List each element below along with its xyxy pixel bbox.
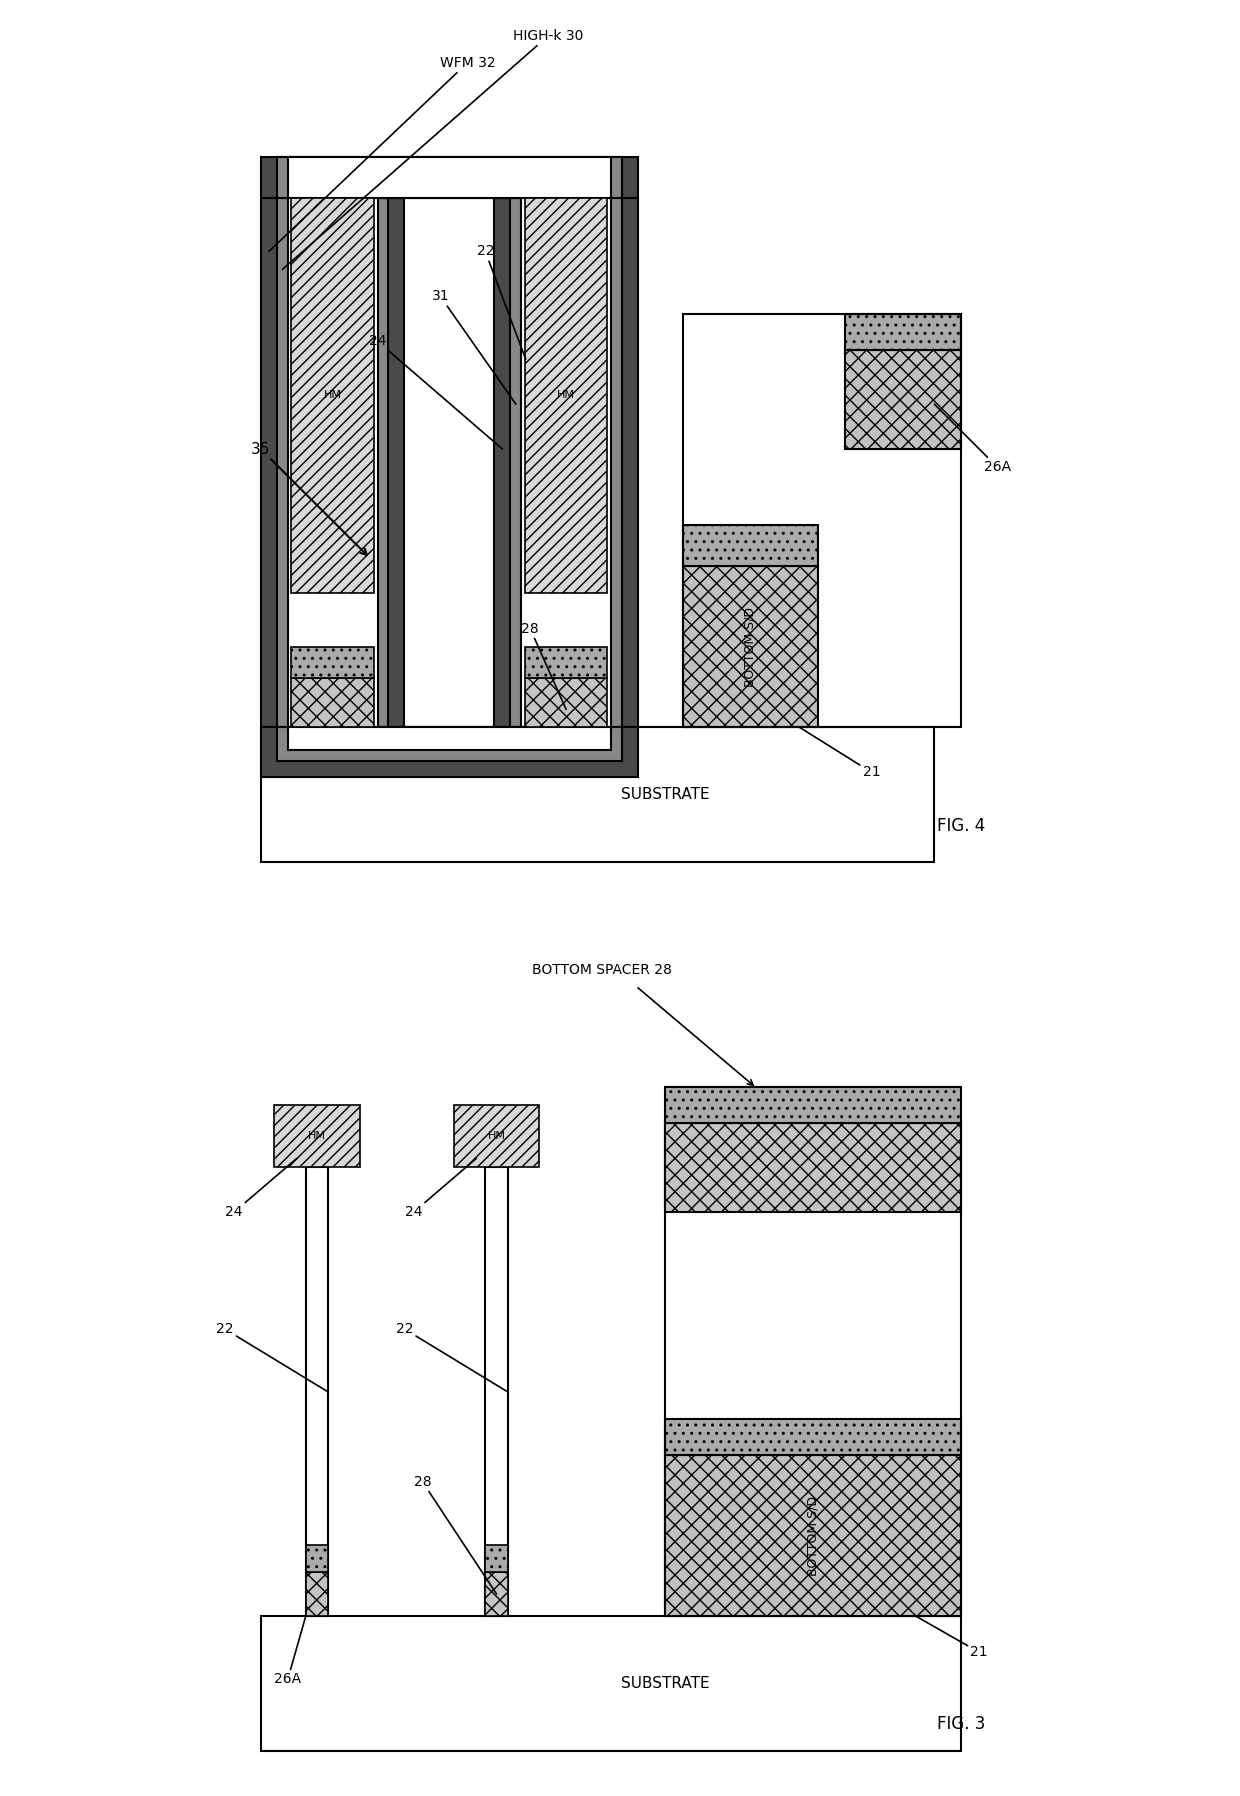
Bar [454, 1105, 539, 1167]
Text: BOTTOM S/D: BOTTOM S/D [744, 607, 756, 686]
Text: BOTTOM SPACER 28: BOTTOM SPACER 28 [532, 963, 672, 977]
Bar [288, 198, 377, 727]
Bar [485, 1167, 507, 1616]
Text: HIGH-k 30: HIGH-k 30 [283, 29, 583, 269]
Bar [525, 679, 608, 727]
Bar [260, 727, 637, 776]
Text: 21: 21 [800, 727, 880, 779]
Bar [291, 198, 374, 593]
Text: 24: 24 [226, 1158, 296, 1219]
Text: 22: 22 [476, 244, 526, 359]
Bar [844, 350, 961, 449]
Bar [665, 1087, 961, 1122]
Text: SUBSTRATE: SUBSTRATE [620, 787, 709, 803]
Text: BOTTOM S/D: BOTTOM S/D [806, 1496, 820, 1575]
Bar [260, 156, 637, 198]
Bar [277, 198, 388, 727]
Text: HM: HM [557, 390, 575, 401]
Text: 35: 35 [252, 442, 367, 555]
Bar [288, 727, 611, 751]
Bar [274, 1105, 360, 1167]
Bar [260, 1616, 961, 1751]
Bar [306, 1572, 329, 1616]
Bar [665, 1455, 961, 1616]
Text: SUBSTRATE: SUBSTRATE [620, 1676, 709, 1692]
Text: 24: 24 [404, 1158, 476, 1219]
Bar [665, 1122, 961, 1212]
Text: FIG. 3: FIG. 3 [937, 1715, 986, 1733]
Bar [288, 156, 611, 198]
Text: 31: 31 [432, 289, 516, 404]
Text: 22: 22 [396, 1322, 507, 1392]
Text: 21: 21 [916, 1616, 988, 1660]
Text: HM: HM [487, 1131, 506, 1140]
Bar [277, 727, 621, 762]
Bar [665, 1122, 961, 1616]
Bar [291, 647, 374, 679]
Bar [665, 1419, 961, 1455]
Bar [260, 198, 404, 727]
Bar [521, 198, 611, 727]
Text: 26A: 26A [934, 404, 1011, 474]
Bar [683, 524, 817, 566]
Text: FIG. 4: FIG. 4 [937, 817, 986, 835]
Text: 22: 22 [216, 1322, 329, 1392]
Bar [511, 198, 621, 727]
Bar [683, 314, 961, 727]
Bar [485, 1572, 507, 1616]
Bar [260, 727, 934, 862]
Text: 28: 28 [521, 621, 567, 709]
Text: 28: 28 [414, 1475, 496, 1595]
Text: WFM 32: WFM 32 [269, 56, 495, 251]
Text: HM: HM [308, 1131, 326, 1140]
Bar [277, 156, 621, 198]
Bar [485, 1545, 507, 1572]
Text: 24: 24 [368, 334, 502, 449]
Bar [291, 679, 374, 727]
Bar [495, 198, 637, 727]
Text: 26A: 26A [274, 1616, 306, 1686]
Bar [525, 198, 608, 593]
Bar [844, 314, 961, 350]
Bar [306, 1167, 329, 1616]
Bar [306, 1545, 329, 1572]
Bar [683, 566, 817, 727]
Text: HM: HM [324, 390, 342, 401]
Bar [525, 647, 608, 679]
